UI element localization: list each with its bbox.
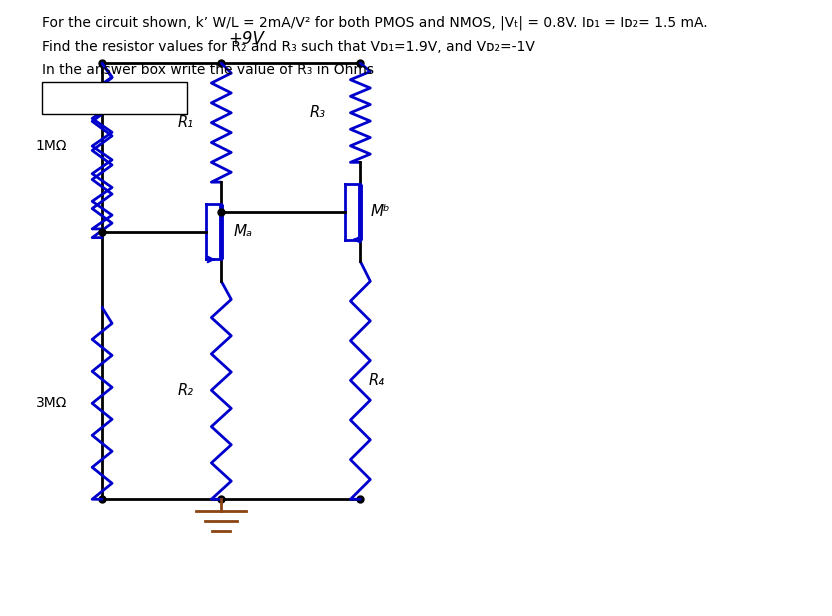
Text: R₂: R₂	[177, 383, 194, 398]
Text: Mₐ: Mₐ	[233, 224, 252, 239]
Text: R₃: R₃	[310, 105, 325, 120]
Text: In the answer box write the value of R₃ in Ohms: In the answer box write the value of R₃ …	[42, 63, 374, 77]
Text: +9V: +9V	[228, 30, 264, 49]
Text: 3MΩ: 3MΩ	[36, 396, 67, 410]
Text: R₄: R₄	[369, 373, 384, 388]
Text: For the circuit shown, k’ W/L = 2mA/V² for both PMOS and NMOS, |Vₜ| = 0.8V. Iᴅ₁ : For the circuit shown, k’ W/L = 2mA/V² f…	[42, 15, 707, 30]
Text: R₁: R₁	[177, 115, 194, 130]
Text: Mᵇ: Mᵇ	[370, 205, 390, 219]
Text: 1MΩ: 1MΩ	[36, 139, 67, 153]
Text: Find the resistor values for R₂ and R₃ such that Vᴅ₁=1.9V, and Vᴅ₂=-1V: Find the resistor values for R₂ and R₃ s…	[42, 40, 534, 54]
